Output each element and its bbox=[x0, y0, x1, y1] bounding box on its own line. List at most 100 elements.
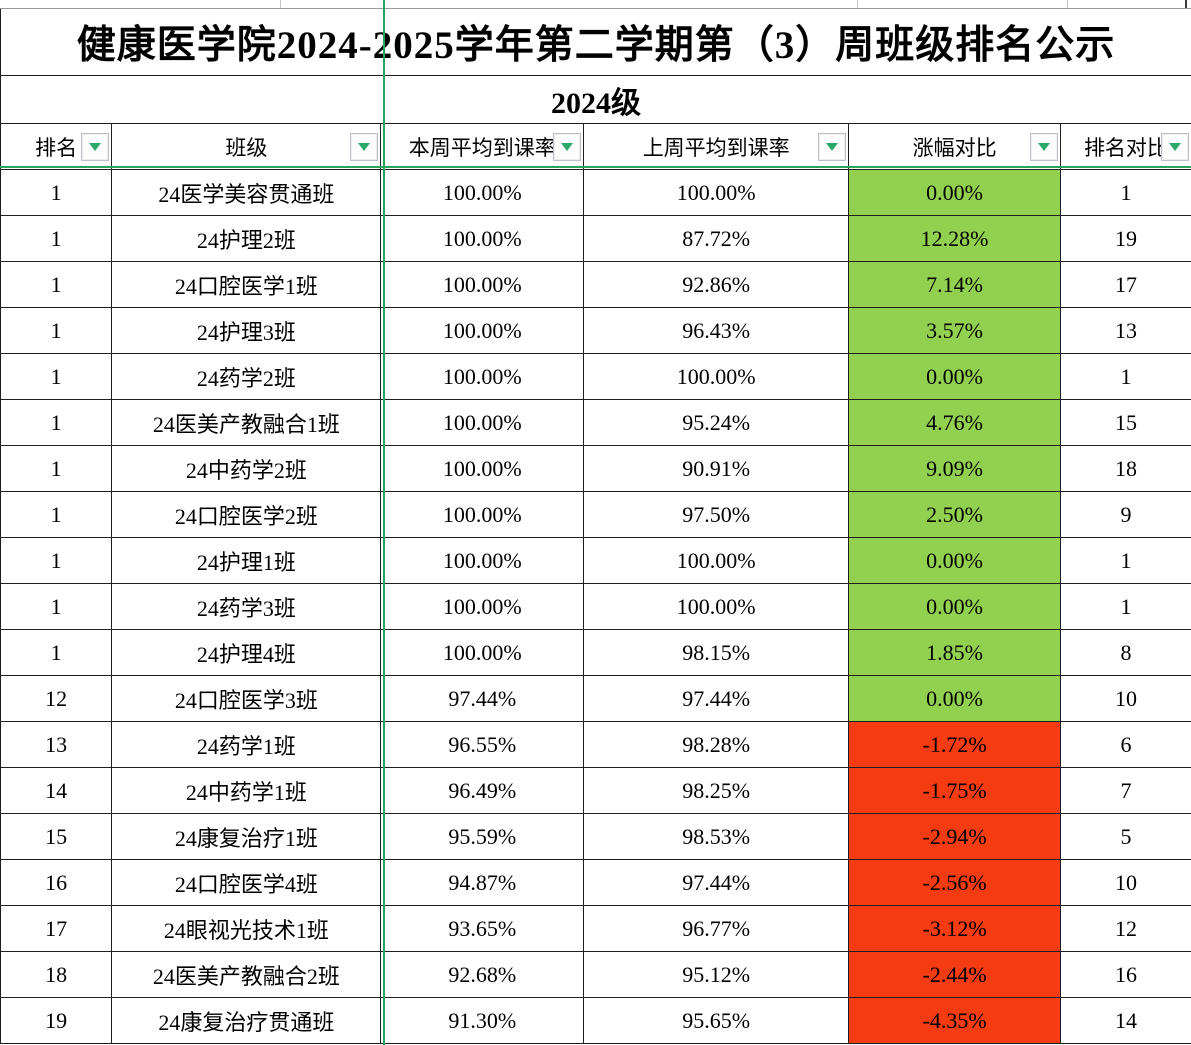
rank-change-cell[interactable]: 6 bbox=[1061, 722, 1191, 767]
this-week-rate-cell[interactable]: 100.00% bbox=[381, 262, 585, 307]
change-cell[interactable]: -2.56% bbox=[849, 860, 1061, 905]
rank-cell[interactable]: 1 bbox=[1, 400, 113, 445]
column-header-rank[interactable]: 排名 bbox=[1, 124, 113, 169]
rank-cell[interactable]: 19 bbox=[1, 998, 113, 1043]
class-name-cell[interactable]: 24药学1班 bbox=[112, 722, 382, 767]
change-cell[interactable]: 7.14% bbox=[849, 262, 1061, 307]
class-name-cell[interactable]: 24口腔医学3班 bbox=[112, 676, 382, 721]
rank-cell[interactable]: 1 bbox=[1, 446, 113, 491]
rank-change-cell[interactable]: 9 bbox=[1061, 492, 1191, 537]
change-cell[interactable]: 0.00% bbox=[849, 676, 1061, 721]
this-week-rate-cell[interactable]: 100.00% bbox=[381, 216, 585, 261]
this-week-rate-cell[interactable]: 96.49% bbox=[381, 768, 585, 813]
filter-dropdown-button[interactable] bbox=[553, 132, 582, 161]
this-week-rate-cell[interactable]: 97.44% bbox=[381, 676, 585, 721]
rank-cell[interactable]: 15 bbox=[1, 814, 113, 859]
last-week-rate-cell[interactable]: 90.91% bbox=[584, 446, 850, 491]
change-cell[interactable]: -4.35% bbox=[849, 998, 1061, 1043]
column-header-class_name[interactable]: 班级 bbox=[112, 124, 382, 169]
last-week-rate-cell[interactable]: 97.44% bbox=[584, 676, 850, 721]
last-week-rate-cell[interactable]: 97.44% bbox=[584, 860, 850, 905]
change-cell[interactable]: -2.44% bbox=[849, 952, 1061, 997]
grade-subtitle-cell[interactable]: 2024级 bbox=[0, 76, 1191, 124]
change-cell[interactable]: -1.75% bbox=[849, 768, 1061, 813]
rank-cell[interactable]: 1 bbox=[1, 216, 113, 261]
this-week-rate-cell[interactable]: 100.00% bbox=[381, 170, 585, 215]
this-week-rate-cell[interactable]: 100.00% bbox=[381, 446, 585, 491]
change-cell[interactable]: 0.00% bbox=[849, 584, 1061, 629]
rank-change-cell[interactable]: 5 bbox=[1061, 814, 1191, 859]
change-cell[interactable]: 0.00% bbox=[849, 354, 1061, 399]
change-cell[interactable]: -3.12% bbox=[849, 906, 1061, 951]
rank-cell[interactable]: 1 bbox=[1, 308, 113, 353]
this-week-rate-cell[interactable]: 100.00% bbox=[381, 584, 585, 629]
class-name-cell[interactable]: 24康复治疗1班 bbox=[112, 814, 382, 859]
rank-cell[interactable]: 1 bbox=[1, 538, 113, 583]
rank-cell[interactable]: 13 bbox=[1, 722, 113, 767]
change-cell[interactable]: 2.50% bbox=[849, 492, 1061, 537]
title-cell[interactable]: 健康医学院2024-2025学年第二学期第（3）周班级排名公示 bbox=[0, 9, 1191, 76]
rank-change-cell[interactable]: 1 bbox=[1061, 584, 1191, 629]
last-week-rate-cell[interactable]: 95.12% bbox=[584, 952, 850, 997]
rank-change-cell[interactable]: 15 bbox=[1061, 400, 1191, 445]
column-header-rank_change[interactable]: 排名对比 bbox=[1061, 124, 1191, 169]
rank-cell[interactable]: 1 bbox=[1, 354, 113, 399]
rank-change-cell[interactable]: 14 bbox=[1061, 998, 1191, 1043]
rank-change-cell[interactable]: 16 bbox=[1061, 952, 1191, 997]
this-week-rate-cell[interactable]: 92.68% bbox=[381, 952, 585, 997]
rank-cell[interactable]: 1 bbox=[1, 584, 113, 629]
rank-cell[interactable]: 1 bbox=[1, 170, 113, 215]
rank-change-cell[interactable]: 1 bbox=[1061, 538, 1191, 583]
class-name-cell[interactable]: 24药学3班 bbox=[112, 584, 382, 629]
rank-change-cell[interactable]: 13 bbox=[1061, 308, 1191, 353]
last-week-rate-cell[interactable]: 98.53% bbox=[584, 814, 850, 859]
last-week-rate-cell[interactable]: 100.00% bbox=[584, 170, 850, 215]
class-name-cell[interactable]: 24口腔医学4班 bbox=[112, 860, 382, 905]
class-name-cell[interactable]: 24护理3班 bbox=[112, 308, 382, 353]
column-header-last_week_rate[interactable]: 上周平均到课率 bbox=[584, 124, 850, 169]
rank-cell[interactable]: 1 bbox=[1, 630, 113, 675]
class-name-cell[interactable]: 24医学美容贯通班 bbox=[112, 170, 382, 215]
change-cell[interactable]: 12.28% bbox=[849, 216, 1061, 261]
change-cell[interactable]: -1.72% bbox=[849, 722, 1061, 767]
rank-cell[interactable]: 14 bbox=[1, 768, 113, 813]
filter-dropdown-button[interactable] bbox=[1161, 132, 1189, 161]
change-cell[interactable]: 9.09% bbox=[849, 446, 1061, 491]
rank-cell[interactable]: 17 bbox=[1, 906, 113, 951]
class-name-cell[interactable]: 24护理2班 bbox=[112, 216, 382, 261]
column-header-this_week_rate[interactable]: 本周平均到课率 bbox=[381, 124, 585, 169]
rank-change-cell[interactable]: 10 bbox=[1061, 860, 1191, 905]
class-name-cell[interactable]: 24中药学2班 bbox=[112, 446, 382, 491]
rank-change-cell[interactable]: 1 bbox=[1061, 354, 1191, 399]
rank-change-cell[interactable]: 17 bbox=[1061, 262, 1191, 307]
change-cell[interactable]: 0.00% bbox=[849, 538, 1061, 583]
change-cell[interactable]: 3.57% bbox=[849, 308, 1061, 353]
class-name-cell[interactable]: 24康复治疗贯通班 bbox=[112, 998, 382, 1043]
filter-dropdown-button[interactable] bbox=[1029, 132, 1058, 161]
class-name-cell[interactable]: 24护理1班 bbox=[112, 538, 382, 583]
rank-change-cell[interactable]: 8 bbox=[1061, 630, 1191, 675]
rank-cell[interactable]: 12 bbox=[1, 676, 113, 721]
last-week-rate-cell[interactable]: 96.77% bbox=[584, 906, 850, 951]
class-name-cell[interactable]: 24医美产教融合1班 bbox=[112, 400, 382, 445]
class-name-cell[interactable]: 24眼视光技术1班 bbox=[112, 906, 382, 951]
rank-cell[interactable]: 1 bbox=[1, 492, 113, 537]
last-week-rate-cell[interactable]: 100.00% bbox=[584, 584, 850, 629]
class-name-cell[interactable]: 24护理4班 bbox=[112, 630, 382, 675]
this-week-rate-cell[interactable]: 100.00% bbox=[381, 354, 585, 399]
last-week-rate-cell[interactable]: 100.00% bbox=[584, 538, 850, 583]
this-week-rate-cell[interactable]: 100.00% bbox=[381, 538, 585, 583]
class-name-cell[interactable]: 24医美产教融合2班 bbox=[112, 952, 382, 997]
rank-change-cell[interactable]: 18 bbox=[1061, 446, 1191, 491]
rank-change-cell[interactable]: 1 bbox=[1061, 170, 1191, 215]
last-week-rate-cell[interactable]: 98.25% bbox=[584, 768, 850, 813]
this-week-rate-cell[interactable]: 93.65% bbox=[381, 906, 585, 951]
last-week-rate-cell[interactable]: 98.28% bbox=[584, 722, 850, 767]
change-cell[interactable]: 0.00% bbox=[849, 170, 1061, 215]
last-week-rate-cell[interactable]: 100.00% bbox=[584, 354, 850, 399]
last-week-rate-cell[interactable]: 98.15% bbox=[584, 630, 850, 675]
last-week-rate-cell[interactable]: 87.72% bbox=[584, 216, 850, 261]
this-week-rate-cell[interactable]: 100.00% bbox=[381, 630, 585, 675]
this-week-rate-cell[interactable]: 94.87% bbox=[381, 860, 585, 905]
this-week-rate-cell[interactable]: 95.59% bbox=[381, 814, 585, 859]
